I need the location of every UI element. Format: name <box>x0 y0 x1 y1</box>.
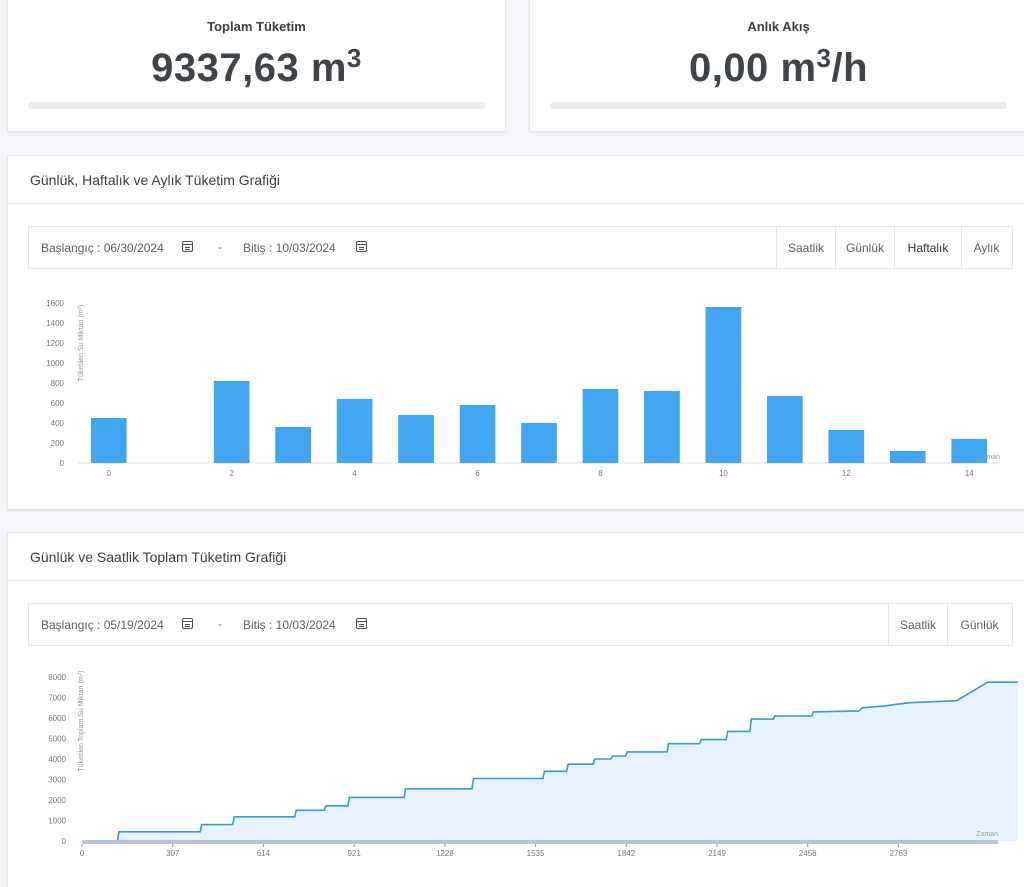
weekly-bar-chart: 0 200 400 600 800 1000 1200 1400 1600 0 2 4 6 8 10 12 14… <box>46 299 1000 478</box>
x-tick-label: 10 <box>719 469 728 478</box>
y-tick-label: 1600 <box>46 299 64 308</box>
end-date-input[interactable]: Bitiş : 10/03/2024 <box>243 241 336 255</box>
bar <box>889 451 926 463</box>
x-tick-label: 2149 <box>708 849 726 858</box>
range-slider <box>82 840 998 844</box>
bar <box>336 399 373 463</box>
panel-header: Günlük ve Saatlik Toplam Tüketim Grafiği <box>8 533 1024 581</box>
daily-button[interactable]: Günlük <box>835 227 894 268</box>
y-tick-label: 200 <box>51 439 65 448</box>
date-filter-bar: Başlangıç : 05/19/2024 - Bitiş : 10/03/2… <box>28 603 1013 646</box>
x-tick-label: 1842 <box>617 849 635 858</box>
instant-flow-value: 0,00 m3/h <box>688 43 869 90</box>
y-tick-label: 8000 <box>48 673 66 682</box>
y-tick-label: 4000 <box>48 755 66 764</box>
calendar-icon[interactable] <box>356 241 367 252</box>
series-line <box>82 681 1018 842</box>
x-tick-label: 8 <box>598 469 603 478</box>
bar <box>459 405 496 463</box>
x-tick-label: 14 <box>965 469 974 478</box>
total-consumption-title: Toplam Tüketim <box>207 19 306 34</box>
daily-button[interactable]: Günlük <box>947 604 1011 645</box>
y-axis-label: Tüketilen Toplam Su Miktarı (m³) <box>78 670 85 771</box>
cumulative-area-chart: 0 1000 2000 3000 4000 5000 6000 7000 8000 0 307 614… <box>48 670 1018 858</box>
y-tick-label: 7000 <box>48 694 66 703</box>
x-axis-label: Zaman <box>976 831 998 838</box>
date-separator: - <box>218 617 222 631</box>
hourly-button[interactable]: Saatlik <box>776 227 835 268</box>
x-tick-label: 1228 <box>436 849 454 858</box>
monthly-button[interactable]: Aylık <box>961 227 1011 268</box>
y-tick-label: 2000 <box>48 796 66 805</box>
y-tick-label: 5000 <box>48 735 66 744</box>
total-consumption-progress <box>28 102 485 109</box>
bar <box>90 418 127 463</box>
weekly-consumption-panel: Günlük, Haftalık ve Aylık Tüketim Grafiğ… <box>7 155 1024 510</box>
bar <box>521 423 557 463</box>
y-tick-label: 800 <box>51 379 65 388</box>
bar <box>398 415 434 463</box>
start-date-input[interactable]: Başlangıç : 06/30/2024 <box>41 241 164 255</box>
calendar-icon[interactable] <box>182 618 193 629</box>
x-axis-label: Zaman <box>978 454 1000 461</box>
x-tick-label: 2 <box>229 469 234 478</box>
y-tick-label: 1000 <box>46 359 64 368</box>
bar <box>582 389 619 463</box>
total-consumption-card: Toplam Tüketim 9337,63 m3 <box>7 0 506 132</box>
x-tick-label: 6 <box>475 469 480 478</box>
y-tick-label: 6000 <box>48 714 66 723</box>
calendar-icon[interactable] <box>356 618 367 629</box>
bar <box>213 381 250 463</box>
calendar-icon[interactable] <box>182 241 193 252</box>
bar <box>275 427 311 463</box>
x-tick-label: 921 <box>347 849 361 858</box>
x-tick-label: 0 <box>80 849 85 858</box>
y-tick-label: 0 <box>60 459 65 468</box>
y-tick-label: 400 <box>51 419 65 428</box>
date-separator: - <box>218 240 222 254</box>
hourly-button[interactable]: Saatlik <box>888 604 947 645</box>
panel-title: Günlük ve Saatlik Toplam Tüketim Grafiği <box>30 549 287 565</box>
cumulative-consumption-panel: Günlük ve Saatlik Toplam Tüketim Grafiği… <box>7 532 1024 887</box>
weekly-button[interactable]: Haftalık <box>894 227 961 268</box>
x-tick-label: 307 <box>166 849 180 858</box>
bar <box>828 430 865 463</box>
x-tick-label: 4 <box>352 469 357 478</box>
panel-title: Günlük, Haftalık ve Aylık Tüketim Grafiğ… <box>30 172 281 188</box>
x-tick-label: 1535 <box>527 849 545 858</box>
y-tick-label: 1000 <box>48 817 66 826</box>
start-date-input[interactable]: Başlangıç : 05/19/2024 <box>41 618 164 632</box>
y-tick-label: 0 <box>62 837 67 846</box>
instant-flow-progress <box>550 102 1007 109</box>
area-fill <box>82 682 1018 841</box>
bar <box>951 439 988 463</box>
x-tick-label: 2456 <box>799 849 817 858</box>
y-tick-label: 600 <box>51 399 65 408</box>
x-tick-label: 614 <box>257 849 271 858</box>
y-tick-label: 3000 <box>48 776 66 785</box>
bar <box>644 391 680 463</box>
end-date-input[interactable]: Bitiş : 10/03/2024 <box>243 618 336 632</box>
y-tick-label: 1400 <box>46 319 64 328</box>
date-filter-bar: Başlangıç : 06/30/2024 - Bitiş : 10/03/2… <box>28 226 1013 269</box>
total-consumption-value: 9337,63 m3 <box>151 43 362 90</box>
x-tick-label: 0 <box>107 469 112 478</box>
instant-flow-card: Anlık Akış 0,00 m3/h <box>529 0 1024 132</box>
panel-header: Günlük, Haftalık ve Aylık Tüketim Grafiğ… <box>8 156 1024 204</box>
x-tick-label: 12 <box>842 469 851 478</box>
x-tick-label: 2763 <box>890 849 908 858</box>
instant-flow-title: Anlık Akış <box>747 19 810 34</box>
bar <box>767 396 803 463</box>
bar <box>705 307 742 463</box>
y-tick-label: 1200 <box>46 339 64 348</box>
y-axis-label: Tüketilen Su Miktarı (m³) <box>78 305 85 382</box>
